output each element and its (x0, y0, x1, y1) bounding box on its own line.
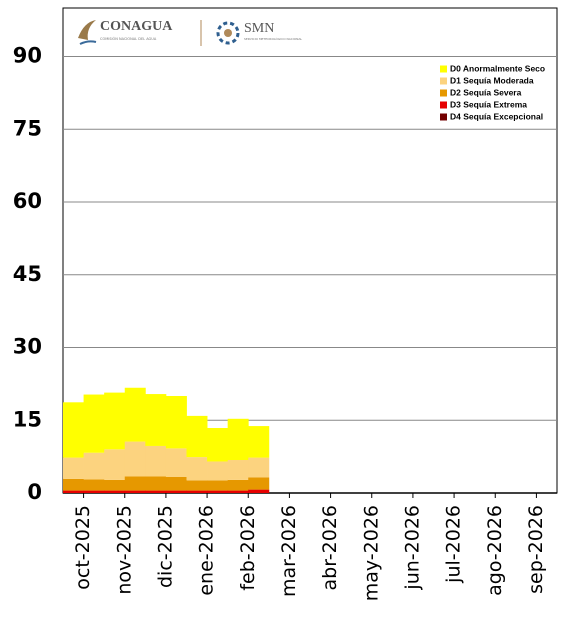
bar-segment (207, 480, 229, 491)
x-tick-label: feb-2026 (237, 505, 259, 591)
bar-segment (248, 477, 270, 490)
bar-segment (63, 457, 84, 479)
logo-icon (224, 29, 232, 37)
x-tick-label: sep-2026 (525, 505, 547, 594)
x-tick-label: dic-2025 (154, 505, 176, 588)
legend-swatch (440, 101, 447, 109)
bar-segment (165, 476, 187, 491)
x-tick-label: may-2026 (360, 505, 382, 601)
legend-label: D3 Sequía Extrema (450, 99, 527, 109)
bar-segment (186, 480, 208, 491)
x-tick-label: jul-2026 (443, 505, 465, 584)
bar-segment (104, 490, 126, 493)
bar-segment (186, 490, 208, 493)
bar-segment (248, 489, 270, 493)
bar-segment (124, 476, 146, 491)
bar-segment (124, 387, 146, 442)
x-tick-label: nov-2025 (113, 505, 135, 595)
bar-segment (165, 396, 187, 449)
bar-segment (145, 394, 167, 446)
legend-label: D0 Anormalmente Seco (450, 63, 545, 73)
y-tick-label: 0 (27, 480, 42, 504)
y-tick-label: 90 (13, 44, 42, 68)
legend-label: D4 Sequía Excepcional (450, 111, 543, 121)
y-tick-label: 60 (13, 189, 42, 213)
bar-segment (104, 449, 126, 480)
bar-segment (186, 457, 208, 481)
bar-segment (227, 490, 249, 493)
y-tick-label: 75 (13, 116, 42, 140)
bar-segment (104, 392, 126, 450)
bar-segment (186, 415, 208, 458)
x-tick-label: mar-2026 (278, 505, 300, 597)
bar-segment (227, 479, 249, 491)
bar-segment (227, 460, 249, 480)
x-tick-label: jun-2026 (401, 505, 423, 591)
bar-segment (83, 452, 105, 480)
legend-swatch (440, 113, 447, 121)
bar-segment (83, 394, 105, 453)
logo-text: SMN (244, 21, 274, 36)
bar-segment (63, 490, 84, 493)
logo-icon (216, 21, 240, 45)
bar-segment (207, 490, 229, 493)
legend-swatch (440, 77, 447, 85)
bar-segment (124, 441, 146, 477)
logo-icon (78, 20, 96, 40)
bar-segment (83, 479, 105, 491)
logo-subtext: SERVICIO METEOROLÓGICO NACIONAL (244, 36, 302, 41)
bar-segment (145, 445, 167, 477)
bar-segment (248, 457, 270, 478)
legend-swatch (440, 89, 447, 97)
logo-subtext: COMISIÓN NACIONAL DEL AGUA (100, 36, 157, 41)
x-tick-label: oct-2025 (72, 505, 94, 590)
bar-segment (145, 490, 167, 493)
bar-segment (63, 478, 84, 491)
bar-segment (207, 428, 229, 462)
y-tick-label: 30 (13, 335, 42, 359)
legend-swatch (440, 65, 447, 73)
bar-segment (165, 448, 187, 477)
logo: CONAGUA COMISIÓN NACIONAL DEL AGUA SMN S… (78, 19, 302, 46)
x-tick-label: ene-2026 (196, 505, 218, 596)
bar-segment (165, 490, 187, 493)
bar-segment (104, 479, 126, 491)
bar-segment (145, 476, 167, 491)
logo-icon (79, 40, 97, 45)
y-tick-label: 15 (13, 407, 42, 431)
legend-label: D1 Sequía Moderada (450, 75, 534, 85)
bar-segment (248, 426, 270, 458)
bar-segment (207, 461, 229, 481)
bar-segment (227, 418, 249, 461)
x-tick-label: ago-2026 (484, 505, 506, 596)
x-tick-label: abr-2026 (319, 505, 341, 591)
bar-segment (83, 490, 105, 493)
bar-segment (63, 402, 84, 458)
bar-segment (124, 490, 146, 493)
y-tick-label: 45 (13, 262, 42, 286)
legend-label: D2 Sequía Severa (450, 87, 522, 97)
logo-text: CONAGUA (100, 19, 173, 34)
